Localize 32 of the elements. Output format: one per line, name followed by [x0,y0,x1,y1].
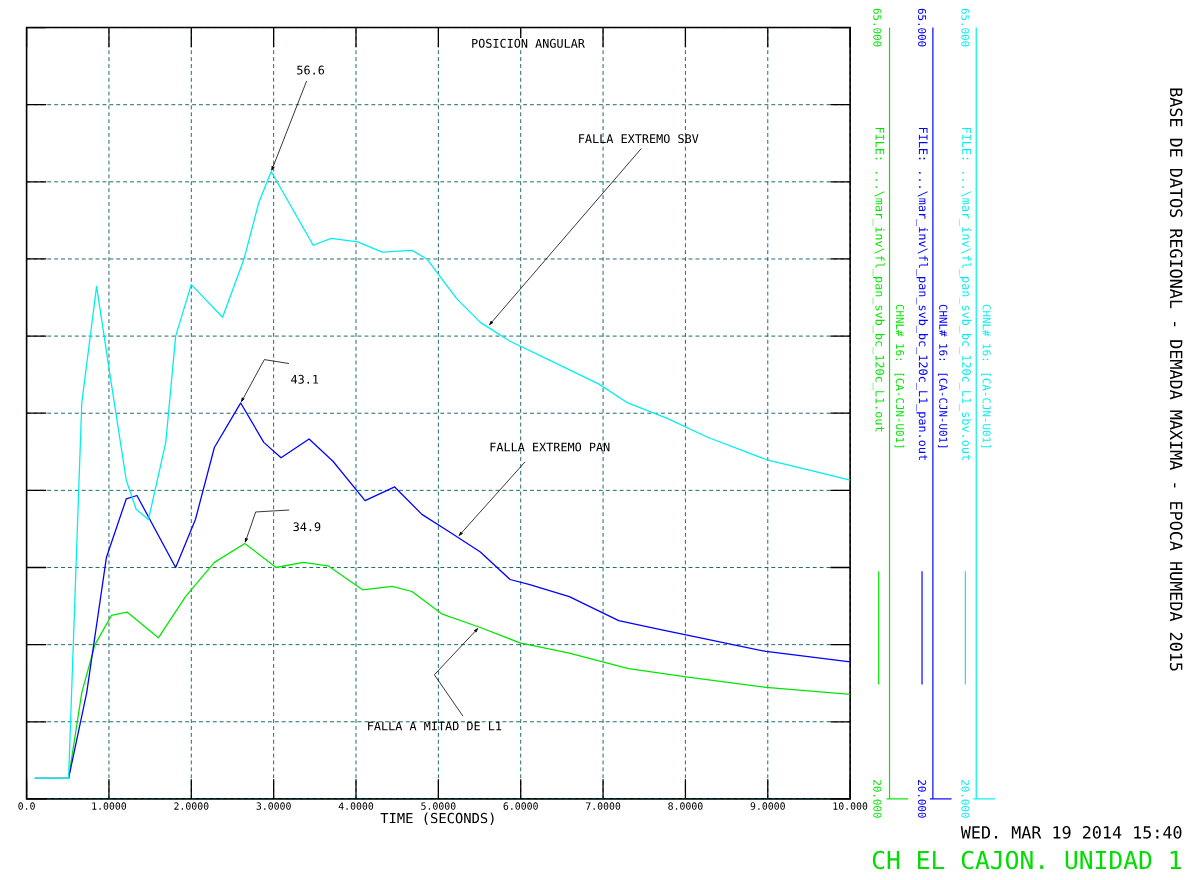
annotation: FALLA A MITAD DE L1 [368,721,502,731]
x-tick-label: 2.0000 [174,802,209,810]
text: CH EL CAJON. UNIDAD 1 [872,850,1181,870]
x-tick-label: 8.0000 [668,802,703,810]
annotation: 34.9 [293,522,321,532]
x-tick-label: 3.0000 [256,802,291,810]
text: POSICION ANGULAR [472,39,585,48]
x-tick-label: 4.0000 [338,802,374,810]
text: FILE: ...\mar_inv\fl_pan_svb_bc_120c_L1_pan.out [916,128,928,461]
text: FILE: ...\mar_inv\fl_pan_svb_bc_120c_L1_sbv.out [959,128,972,461]
text: CHNL# 16: [CA-CJN-U01] [894,304,905,448]
x-tick-label: 0.0 [18,802,35,810]
text: CHNL# 16: [CA-CJN-U01] [981,304,991,448]
x-axis-title: TIME (SECONDS) [380,812,494,826]
text: 20.000 [961,780,970,818]
x-tick-label: 7.0000 [585,802,621,810]
x-tick-label: 10.000 [833,802,868,810]
x-tick-label: 5.0000 [421,802,456,810]
text: 65.000 [961,8,970,47]
x-tick-label: 9.0000 [750,802,785,810]
text: BASE DE DATOS REGIONAL - DEMADA MAXIMA - EPOCA HUMEDA 2015 [1169,88,1183,671]
annotation: 43.1 [291,374,319,384]
text: 65.000 [917,8,927,47]
text: CHNL# 16: [CA-CJN-U01] [937,304,948,448]
annotation: FALLA EXTREMO PAN [490,442,610,452]
x-tick-label: 1.0000 [92,802,127,810]
annotation: FALLA EXTREMO SBV [579,134,699,144]
annotation: 56.6 [297,65,325,75]
text: FILE: ...\mar_inv\fl_pan_svb_bc_120c_L1.out [872,128,885,432]
text: WED. MAR 19 2014 15:40 [960,826,1182,839]
x-tick-label: 6.0000 [503,802,538,810]
text: 20.000 [917,780,927,818]
